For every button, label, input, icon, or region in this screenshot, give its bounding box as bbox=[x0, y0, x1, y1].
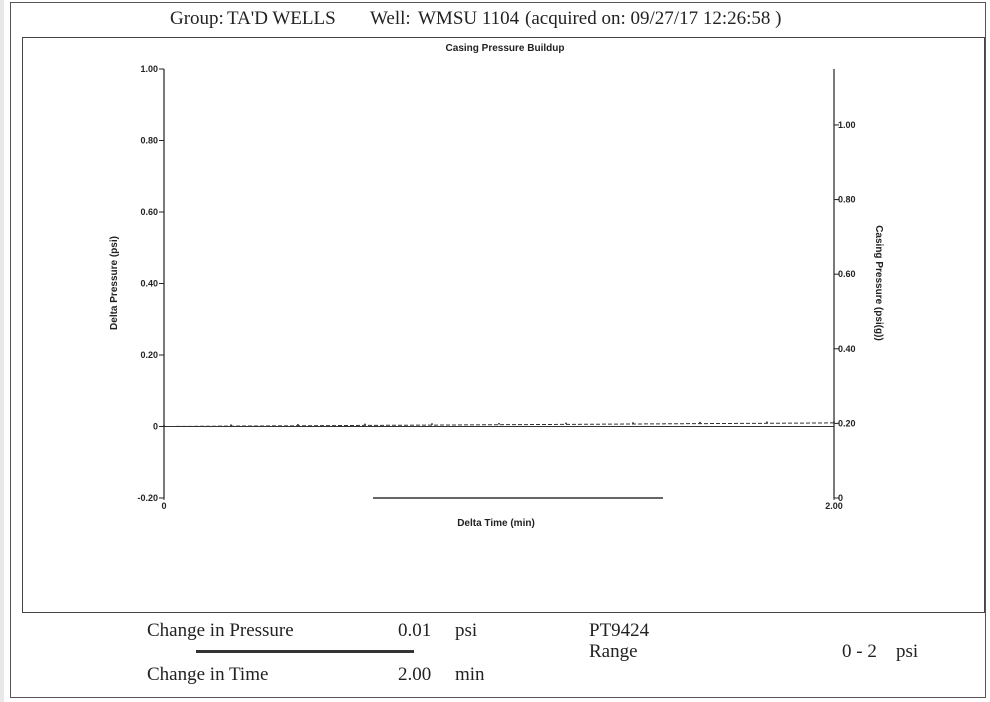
left-edge-bar bbox=[0, 0, 4, 702]
x-ticks: 0 2.00 bbox=[161, 494, 843, 511]
range-value: 0 - 2 bbox=[842, 641, 877, 662]
data-point bbox=[632, 422, 634, 424]
x-tick-label: 2.00 bbox=[825, 501, 843, 511]
y-tick-label: -0.20 bbox=[137, 493, 158, 503]
data-point bbox=[230, 424, 232, 427]
group-label: Group: bbox=[170, 8, 224, 29]
data-point bbox=[766, 421, 768, 424]
data-point bbox=[498, 422, 500, 425]
change-time-value: 2.00 bbox=[398, 664, 432, 685]
right-y-ticks: 1.00 0.80 0.60 0.40 0.20 0 bbox=[834, 120, 856, 503]
x-tick-label: 0 bbox=[161, 501, 166, 511]
fraction-divider bbox=[196, 650, 414, 653]
chart-frame: Casing Pressure Buildup 1.00 0.80 0.60 0.40… bbox=[22, 37, 985, 613]
series-line bbox=[163, 422, 835, 427]
y-tick-label: 0 bbox=[153, 422, 158, 432]
y-tick-label: 0.60 bbox=[140, 207, 158, 217]
y2-tick-label: 0 bbox=[838, 493, 843, 503]
y2-tick-label: 0.60 bbox=[838, 269, 856, 279]
series-layer bbox=[163, 421, 835, 427]
pressure-chart: Casing Pressure Buildup 1.00 0.80 0.60 0.40… bbox=[109, 43, 884, 529]
sensor-id: PT9424 bbox=[589, 620, 650, 641]
group-value: TA'D WELLS bbox=[227, 8, 336, 29]
data-point bbox=[364, 423, 366, 426]
change-time-label: Change in Time bbox=[147, 664, 269, 685]
change-pressure-label: Change in Pressure bbox=[147, 620, 294, 641]
data-point bbox=[297, 423, 299, 426]
well-label: Well: bbox=[370, 8, 411, 29]
change-pressure-value: 0.01 bbox=[398, 620, 432, 641]
well-value: WMSU 1104 bbox=[418, 8, 520, 29]
y-tick-label: 1.00 bbox=[140, 64, 158, 74]
y-tick-label: 0.40 bbox=[140, 279, 158, 289]
y2-axis-label: Casing Pressure (psi(g)) bbox=[873, 225, 884, 341]
y2-tick-label: 0.80 bbox=[838, 195, 856, 205]
data-point bbox=[565, 422, 567, 425]
x-axis-label: Delta Time (min) bbox=[457, 518, 535, 529]
y2-tick-label: 1.00 bbox=[838, 120, 856, 130]
range-label: Range bbox=[589, 641, 638, 662]
data-point bbox=[431, 423, 433, 425]
y-tick-label: 0.20 bbox=[140, 350, 158, 360]
data-point bbox=[833, 421, 835, 423]
change-time-unit: min bbox=[455, 664, 485, 685]
y-axis-label: Delta Pressure (psi) bbox=[109, 236, 120, 330]
acquired-timestamp: (acquired on: 09/27/17 12:26:58 ) bbox=[525, 8, 782, 29]
left-y-ticks: 1.00 0.80 0.60 0.40 0.20 0 -0.20 bbox=[137, 64, 164, 503]
range-unit: psi bbox=[896, 641, 919, 662]
data-point bbox=[699, 421, 701, 424]
y-tick-label: 0.80 bbox=[140, 136, 158, 146]
change-pressure-unit: psi bbox=[455, 620, 478, 641]
y2-tick-label: 0.40 bbox=[838, 344, 856, 354]
data-point bbox=[163, 424, 165, 427]
y2-tick-label: 0.20 bbox=[838, 418, 856, 428]
report-border bbox=[10, 2, 986, 698]
report-header: Group: TA'D WELLS Well: WMSU 1104 (acqui… bbox=[0, 8, 990, 32]
chart-title: Casing Pressure Buildup bbox=[446, 43, 565, 54]
